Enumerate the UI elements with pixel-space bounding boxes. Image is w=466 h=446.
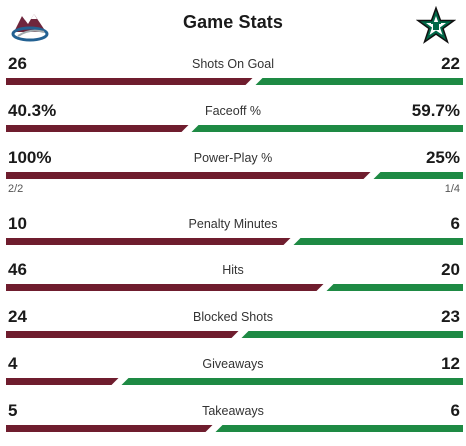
comparison-bar <box>6 125 463 132</box>
stars-logo-icon <box>416 6 456 44</box>
home-value: 6 <box>450 401 460 420</box>
comparison-bar <box>6 238 463 245</box>
home-share-bar <box>326 284 463 291</box>
away-value: 10 <box>8 214 27 233</box>
stat-row: 46 Hits 20 <box>0 259 466 299</box>
home-value: 23 <box>441 307 460 326</box>
away-share-bar <box>6 425 213 432</box>
home-value: 6 <box>450 214 460 233</box>
stat-label: Giveaways <box>202 357 264 371</box>
stat-label: Faceoff % <box>204 104 262 118</box>
away-value: 100% <box>8 148 52 167</box>
page-title: Game Stats <box>182 12 284 32</box>
stat-label: Shots On Goal <box>192 57 274 71</box>
game-stats-header: Game Stats <box>0 0 466 52</box>
away-value: 24 <box>8 307 27 326</box>
comparison-bar <box>6 378 463 385</box>
stat-label: Blocked Shots <box>193 310 273 324</box>
away-value: 46 <box>8 260 27 279</box>
stat-row: 100% Power-Play % 25% 2/2 1/4 <box>0 147 466 195</box>
home-value: 22 <box>441 54 460 73</box>
home-value: 25% <box>425 148 460 167</box>
away-value: 5 <box>8 401 18 420</box>
stat-row: 24 Blocked Shots 23 <box>0 306 466 346</box>
comparison-bar <box>6 78 463 85</box>
stat-row: 10 Penalty Minutes 6 <box>0 213 466 253</box>
away-share-bar <box>6 125 189 132</box>
comparison-bar <box>6 284 463 291</box>
stat-label: Power-Play % <box>193 151 273 165</box>
comparison-bar <box>6 425 463 432</box>
home-share-bar <box>255 78 463 85</box>
home-share-bar <box>215 425 463 432</box>
home-share-bar <box>293 238 463 245</box>
stat-label: Takeaways <box>202 404 264 418</box>
stat-row: 40.3% Faceoff % 59.7% <box>0 100 466 140</box>
home-sub-value: 1/4 <box>444 183 460 195</box>
away-share-bar <box>6 172 371 179</box>
away-share-bar <box>6 238 291 245</box>
home-share-bar <box>191 125 463 132</box>
home-share-bar <box>121 378 463 385</box>
away-sub-value: 2/2 <box>8 183 24 195</box>
home-value: 20 <box>441 260 460 279</box>
home-share-bar <box>241 331 463 338</box>
stat-row: 4 Giveaways 12 <box>0 353 466 393</box>
away-value: 26 <box>8 54 27 73</box>
home-value: 12 <box>441 354 460 373</box>
stat-label: Penalty Minutes <box>188 217 278 231</box>
away-share-bar <box>6 78 253 85</box>
away-value: 4 <box>8 354 18 373</box>
away-share-bar <box>6 284 324 291</box>
home-value: 59.7% <box>411 101 460 120</box>
away-value: 40.3% <box>8 101 57 120</box>
away-share-bar <box>6 378 119 385</box>
comparison-bar <box>6 331 463 338</box>
avalanche-logo-icon <box>11 14 49 42</box>
away-share-bar <box>6 331 239 338</box>
comparison-bar <box>6 172 463 179</box>
home-share-bar <box>373 172 463 179</box>
stat-row: 26 Shots On Goal 22 <box>0 53 466 93</box>
stat-label: Hits <box>222 263 244 277</box>
stat-row: 5 Takeaways 6 <box>0 400 466 440</box>
